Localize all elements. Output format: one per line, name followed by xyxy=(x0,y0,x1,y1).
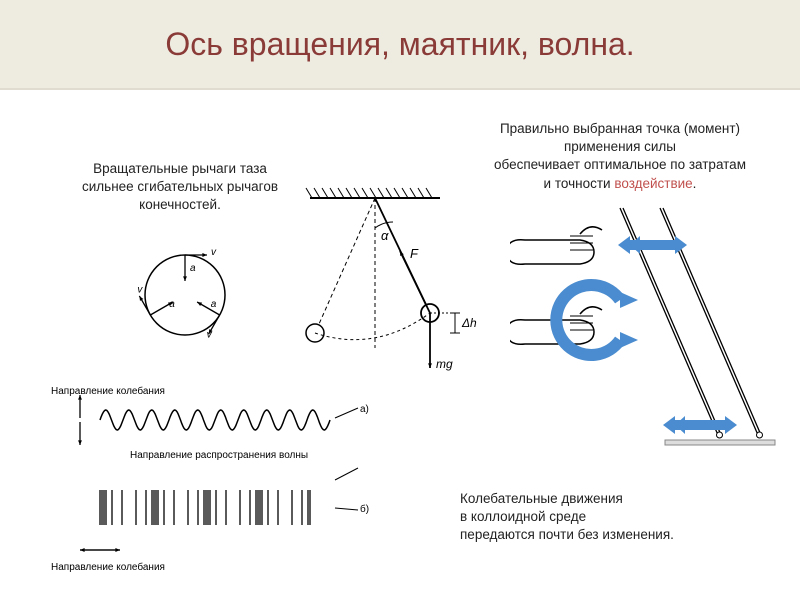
wave-diagram: Направление колебания а) Направление распр… xyxy=(45,380,435,585)
svg-text:v: v xyxy=(211,247,217,258)
svg-text:Направление колебания: Направление колебания xyxy=(51,385,165,397)
rotation-diagram: avavav xyxy=(120,235,250,355)
svg-text:F: F xyxy=(410,246,419,261)
caption-force-point: Правильно выбранная точка (момент) приме… xyxy=(470,120,770,193)
svg-text:б): б) xyxy=(360,503,369,515)
title-bar: Ось вращения, маятник, волна. xyxy=(0,0,800,90)
svg-text:α: α xyxy=(381,228,389,243)
svg-text:Направление распространения во: Направление распространения волны xyxy=(130,450,308,461)
slide-title: Ось вращения, маятник, волна. xyxy=(165,26,634,63)
caption-colloid: Колебательные движения в коллоидной сред… xyxy=(460,490,720,545)
svg-text:Δh: Δh xyxy=(461,316,477,330)
caption-rotation: Вращательные рычаги таза сильнее сгибате… xyxy=(70,160,290,215)
pendulum-diagram: α Fmg Δh xyxy=(290,180,500,410)
hands-diagram xyxy=(510,200,780,460)
svg-text:a: a xyxy=(211,299,217,310)
svg-text:a: a xyxy=(169,299,175,310)
svg-text:a: a xyxy=(190,263,196,274)
svg-text:а): а) xyxy=(360,404,369,415)
svg-text:Направление колебания: Направление колебания xyxy=(51,561,165,573)
svg-text:v: v xyxy=(137,284,143,295)
svg-text:mg: mg xyxy=(436,357,453,371)
